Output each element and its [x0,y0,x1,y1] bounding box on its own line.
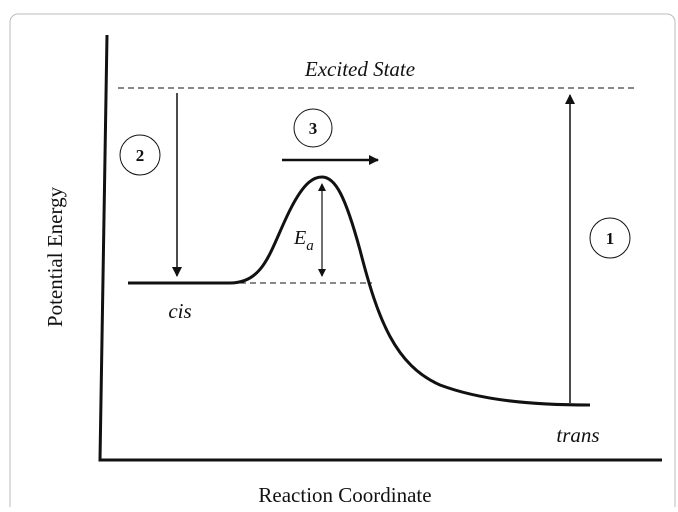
step-circle [293,108,333,148]
frame [9,13,676,512]
y-axis-label: Potential Energy [43,186,67,327]
step-label: 1 [606,229,615,248]
step-circle [119,134,161,176]
step-circle [589,217,631,259]
axes [98,34,662,462]
ea-main: E [293,227,306,249]
step-label: 2 [136,146,145,165]
energy-curve [128,175,591,407]
step-label: 3 [309,119,318,138]
ea-sub: a [306,238,314,254]
ea-label: Ea [293,227,314,254]
trans-label: trans [556,423,599,447]
cis-label: cis [168,299,191,323]
excited-state-label: Excited State [304,57,415,81]
x-axis-label: Reaction Coordinate [258,483,431,507]
